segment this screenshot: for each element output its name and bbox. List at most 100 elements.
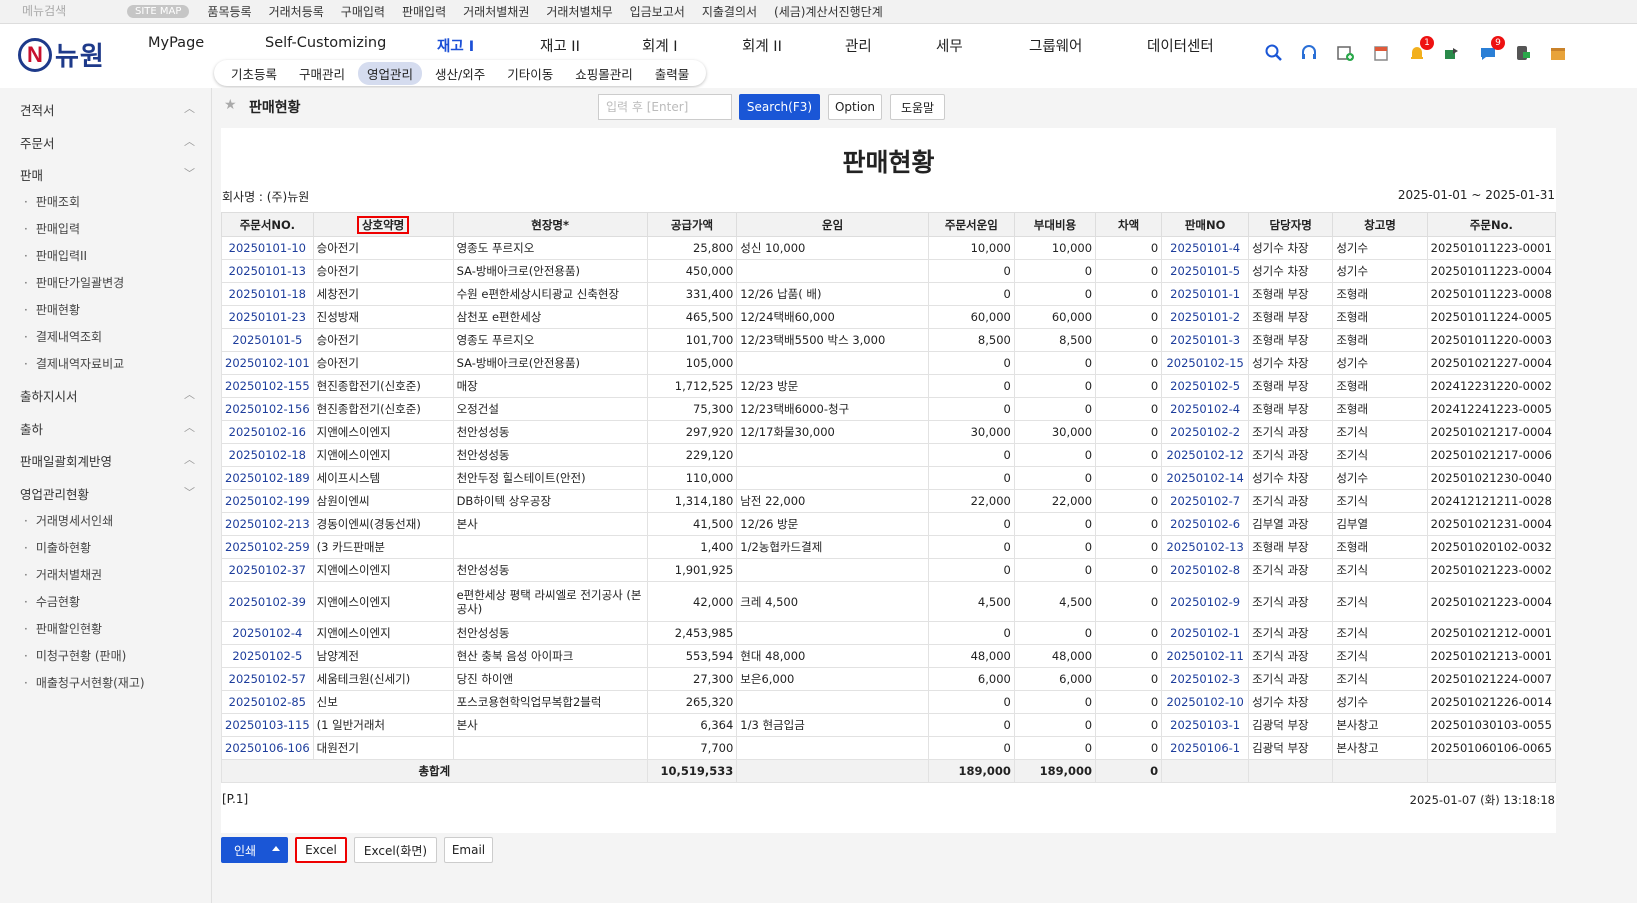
order-no-link[interactable]: 20250101-5 (221, 328, 314, 352)
order-no-link[interactable]: 20250102-37 (221, 558, 314, 582)
sidebar-item-sales-status[interactable]: 판매현황 (24, 301, 80, 318)
sales-no-link[interactable]: 20250101-3 (1161, 328, 1250, 352)
order-no-link[interactable]: 20250102-4 (221, 621, 314, 645)
sub-tab-production[interactable]: 생산/외주 (435, 66, 486, 82)
sidebar-item-receivables[interactable]: 거래처별채권 (24, 566, 102, 583)
table-row[interactable]: 20250106-106 대원전기 7,700 0 0 0 20250106-1 김광덕 부장… (221, 736, 1557, 760)
email-button[interactable]: Email (444, 837, 493, 863)
chat-icon[interactable]: 9 (1477, 36, 1505, 64)
sidebar-item-sales-inquiry[interactable]: 판매조회 (24, 193, 80, 210)
sidebar-section-sales-mgmt[interactable]: 영업관리현황 ﹀ (20, 484, 195, 503)
sales-no-link[interactable]: 20250102-15 (1161, 351, 1250, 375)
table-row[interactable]: 20250101-5 승아전기 영종도 푸르지오 101,700 12/23택배5500… (221, 328, 1557, 352)
sales-no-link[interactable]: 20250101-1 (1161, 282, 1250, 306)
search-input[interactable]: 입력 후 [Enter] (598, 94, 732, 120)
excel-button[interactable]: Excel (295, 837, 347, 863)
sidebar-item-sales-input[interactable]: 판매입력 (24, 220, 80, 237)
column-header[interactable]: 차액 (1095, 212, 1163, 237)
sidebar-item-discount[interactable]: 판매할인현황 (24, 620, 102, 637)
sidebar-item-invoice-status[interactable]: 매출청구서현황(재고) (24, 674, 145, 691)
order-no-link[interactable]: 20250102-85 (221, 690, 314, 714)
sub-tab-basic[interactable]: 기초등록 (231, 66, 278, 82)
quick-link[interactable]: 입금보고서 (629, 5, 685, 19)
table-row[interactable]: 20250102-85 신보 포스코용현학익업무복합2블럭 265,320 0 0 0 202… (221, 690, 1557, 714)
sidebar-section-order[interactable]: 주문서 ︿ (20, 133, 195, 152)
sidebar-item-payment-compare[interactable]: 결제내역자료비교 (24, 355, 124, 372)
column-header[interactable]: 창고명 (1332, 212, 1428, 237)
table-row[interactable]: 20250102-57 세움테크원(신세기) 당진 하이앤 27,300 보은6,000… (221, 667, 1557, 691)
quick-link[interactable]: 거래처등록 (268, 5, 324, 19)
search-icon[interactable] (1263, 42, 1285, 64)
order-no-link[interactable]: 20250102-5 (221, 644, 314, 668)
add-window-icon[interactable] (1334, 42, 1356, 64)
table-row[interactable]: 20250101-23 진성방재 삼천포 e편한세상 465,500 12/24택배60… (221, 305, 1557, 329)
device-icon[interactable] (1512, 42, 1534, 64)
order-no-link[interactable]: 20250101-18 (221, 282, 314, 306)
sales-no-link[interactable]: 20250101-4 (1161, 236, 1250, 260)
main-tab-self-customizing[interactable]: Self-Customizing (265, 35, 387, 51)
sidebar-item-unshipped[interactable]: 미출하현황 (24, 539, 91, 556)
sidebar-section-shipping[interactable]: 출하 ︿ (20, 419, 195, 438)
column-header[interactable]: 담당자명 (1248, 212, 1334, 237)
excel-screen-button[interactable]: Excel(화면) (354, 837, 437, 863)
table-row[interactable]: 20250101-13 승아전기 SA-방배아크로(안전용품) 450,000 0 0 0 2… (221, 259, 1557, 283)
sidebar-section-shipping-order[interactable]: 출하지시서 ︿ (20, 386, 195, 405)
column-header[interactable]: 부대비용 (1013, 212, 1097, 237)
order-no-link[interactable]: 20250102-155 (221, 374, 314, 398)
quick-link[interactable]: 지출결의서 (701, 5, 758, 19)
main-tab-groupware[interactable]: 그룹웨어 (1029, 39, 1083, 55)
order-no-link[interactable]: 20250102-16 (221, 420, 314, 444)
box-icon[interactable] (1547, 42, 1569, 64)
order-no-link[interactable]: 20250103-115 (221, 713, 314, 737)
sales-no-link[interactable]: 20250102-1 (1161, 621, 1250, 645)
chevron-up-icon[interactable]: ︿ (184, 135, 195, 148)
order-no-link[interactable]: 20250101-10 (221, 236, 314, 260)
sales-no-link[interactable]: 20250102-7 (1161, 489, 1250, 513)
sub-tab-shopping[interactable]: 쇼핑몰관리 (575, 66, 633, 82)
main-tab-accounting-1[interactable]: 회계 I (642, 39, 678, 55)
table-row[interactable]: 20250102-101 승아전기 SA-방배아크로(안전용품) 105,000 0 0 0… (221, 351, 1557, 375)
table-row[interactable]: 20250103-115 (1 일반거래처 본사 6,364 1/3 현금입금 0 0 0 20… (221, 713, 1557, 737)
column-header[interactable]: 현장명* (452, 212, 648, 237)
option-button[interactable]: Option (828, 94, 882, 120)
main-tab-tax[interactable]: 세무 (936, 39, 963, 55)
sub-tab-purchase[interactable]: 구매관리 (299, 66, 346, 82)
order-no-link[interactable]: 20250102-18 (221, 443, 314, 467)
main-tab-inventory-1[interactable]: 재고 I (437, 39, 475, 55)
quick-link[interactable]: 구매입력 (340, 5, 385, 19)
sales-no-link[interactable]: 20250102-12 (1161, 443, 1250, 467)
sales-no-link[interactable]: 20250102-14 (1161, 466, 1250, 490)
order-no-link[interactable]: 20250102-259 (221, 535, 314, 559)
sales-no-link[interactable]: 20250102-6 (1161, 512, 1250, 536)
table-row[interactable]: 20250101-18 세창전기 수원 e편한세상시티광교 신축현장 331,400 1… (221, 282, 1557, 306)
quick-link[interactable]: 거래처별채권 (463, 5, 530, 19)
sidebar-item-payment-inquiry[interactable]: 결제내역조회 (24, 328, 102, 345)
quick-link[interactable]: (세금)계산서진행단계 (774, 5, 883, 19)
sales-no-link[interactable]: 20250102-4 (1161, 397, 1250, 421)
calendar-icon[interactable] (1370, 42, 1392, 64)
sidebar-item-unbilled[interactable]: 미청구현황 (판매) (24, 647, 126, 664)
order-no-link[interactable]: 20250102-189 (221, 466, 314, 490)
table-row[interactable]: 20250102-18 지앤에스이엔지 천안성성동 229,120 0 0 0 2025010… (221, 443, 1557, 467)
caret-up-icon[interactable] (272, 846, 280, 851)
sales-no-link[interactable]: 20250102-13 (1161, 535, 1250, 559)
star-icon[interactable]: ★ (224, 97, 237, 113)
main-tab-mypage[interactable]: MyPage (148, 35, 205, 51)
sidebar-section-sales[interactable]: 판매 ﹀ (20, 165, 195, 184)
table-row[interactable]: 20250102-259 (3 카드판매분 1,400 1/2농협카드결제 0 0 0 202… (221, 535, 1557, 559)
sales-no-link[interactable]: 20250101-2 (1161, 305, 1250, 329)
quick-link[interactable]: 품목등록 (207, 5, 252, 19)
sales-no-link[interactable]: 20250102-3 (1161, 667, 1250, 691)
order-no-link[interactable]: 20250102-57 (221, 667, 314, 691)
column-header[interactable]: 상호약명 (312, 212, 454, 237)
column-header[interactable]: 주문서운임 (927, 212, 1015, 237)
table-row[interactable]: 20250102-4 지앤에스이엔지 천안성성동 2,453,985 0 0 0 202501… (221, 621, 1557, 645)
chevron-up-icon[interactable]: ︿ (184, 388, 195, 401)
logo[interactable]: N 뉴원 (18, 36, 105, 73)
table-row[interactable]: 20250102-39 지앤에스이엔지 e편한세상 평택 라씨엘로 전기공사 (본공… (221, 581, 1557, 622)
table-row[interactable]: 20250101-10 승아전기 영종도 푸르지오 25,800 성신 10,000 10… (221, 236, 1557, 260)
main-tab-datacenter[interactable]: 데이터센터 (1147, 39, 1214, 55)
order-no-link[interactable]: 20250102-213 (221, 512, 314, 536)
sub-tab-output[interactable]: 출력물 (654, 66, 690, 82)
menu-search-input[interactable]: 메뉴검색 (6, 1, 121, 22)
